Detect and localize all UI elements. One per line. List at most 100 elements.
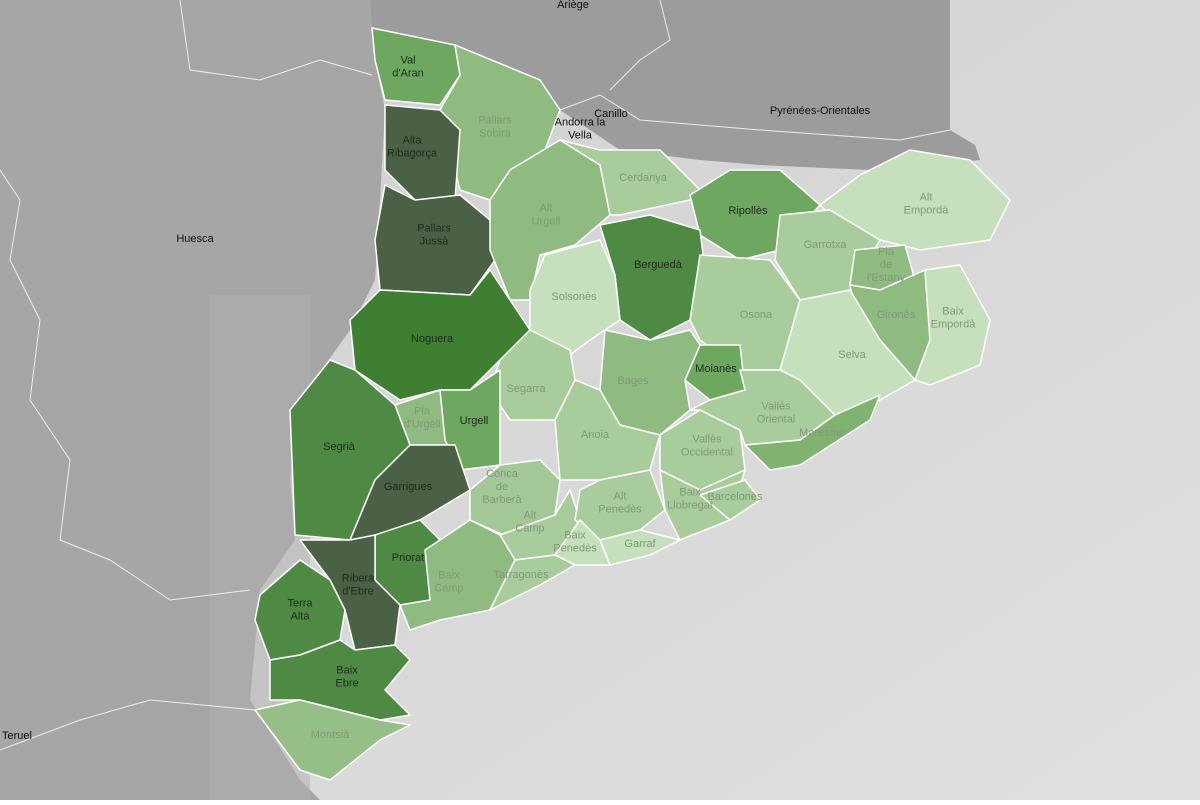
region xyxy=(744,394,881,471)
region-label-line: Barcelonès xyxy=(707,491,763,503)
region-label-line: Llobregat xyxy=(667,500,713,512)
place-label: Pyrénées-Orientales xyxy=(770,105,871,117)
region-label-line: Bages xyxy=(617,375,649,387)
region-label-line: Sobirà xyxy=(479,128,512,140)
place-label-line: Ariège xyxy=(557,0,589,11)
region xyxy=(689,369,836,446)
region-label-line: Ripollès xyxy=(728,205,768,217)
region-label-line: Camp xyxy=(434,583,463,595)
region-label: Montsià xyxy=(311,729,350,741)
spain xyxy=(0,0,385,800)
region-label: Vallès Occidental xyxy=(681,434,733,459)
place-label: Teruel xyxy=(2,730,32,742)
region-label-line: Ribagorça xyxy=(387,148,438,160)
region-label: Pla de l'Estany xyxy=(867,246,906,284)
region-label: Segarra xyxy=(506,383,546,395)
region-label-line: Vallès xyxy=(692,434,722,446)
region-label-line: Baix xyxy=(564,530,586,542)
region-label: Priorat xyxy=(392,552,424,564)
region-label-line: Montsià xyxy=(311,729,350,741)
region-label: Cerdanya xyxy=(619,172,668,184)
region-label-line: Selva xyxy=(838,349,866,361)
place-label: Huesca xyxy=(176,233,214,245)
region-label-line: Berguedà xyxy=(634,259,683,271)
region-label-line: Camp xyxy=(515,523,544,535)
region xyxy=(269,639,411,721)
region-label: Gironès xyxy=(877,309,916,321)
place-label-line: Teruel xyxy=(2,730,32,742)
region-label: Osona xyxy=(740,309,773,321)
region-label: Baix Empordà xyxy=(931,306,977,331)
region-label: Berguedà xyxy=(634,259,683,271)
region-label-line: Maresme xyxy=(799,427,845,439)
region-label: Baix Camp xyxy=(434,570,463,595)
region-label: Conca de Barberà xyxy=(482,468,522,506)
region-label: Vallès Oriental xyxy=(757,401,796,426)
border xyxy=(609,0,671,91)
region-label-line: Alt xyxy=(920,192,933,204)
region-label-line: Empordà xyxy=(904,205,950,217)
region-label-line: Alt xyxy=(540,203,553,215)
region-label-line: Solsonès xyxy=(551,291,597,303)
region-label-line: Urgell xyxy=(460,415,489,427)
region-label-line: Alt xyxy=(524,510,537,522)
region-label: Bages xyxy=(617,375,649,387)
place-label-line: Pyrénées-Orientales xyxy=(770,105,871,117)
region-label: Baix Llobregat xyxy=(667,487,713,512)
region-label: Alt Empordà xyxy=(904,192,950,217)
region-label-line: Pla xyxy=(878,246,895,258)
region-label-line: de xyxy=(496,481,508,493)
region-label-line: Penedès xyxy=(553,543,597,555)
region xyxy=(489,554,576,611)
region-label-line: d'Aran xyxy=(392,68,423,80)
region-label-line: Baix xyxy=(679,487,701,499)
region-label-line: Garrigues xyxy=(384,481,433,493)
region-label-line: Val xyxy=(400,55,415,67)
region-label-line: Alt xyxy=(614,491,627,503)
place-label-line: Vella xyxy=(568,130,593,142)
region-label-line: Jussà xyxy=(420,236,450,248)
region xyxy=(254,699,411,781)
region-label: Alt Urgell xyxy=(532,203,561,228)
region-label: Barcelonès xyxy=(707,491,763,503)
region-label: Moianès xyxy=(695,363,737,375)
region-label-line: Gironès xyxy=(877,309,916,321)
region-label: Alta Ribagorça xyxy=(387,135,438,160)
region-label-line: Urgell xyxy=(532,216,561,228)
region-label-line: Baix xyxy=(336,665,358,677)
region-label-line: Oriental xyxy=(757,414,796,426)
region-label-line: Osona xyxy=(740,309,773,321)
region-label: Urgell xyxy=(460,415,489,427)
region-label-line: de xyxy=(880,259,892,271)
regions xyxy=(254,27,1011,781)
region-label-line: Anoia xyxy=(581,429,610,441)
region-label-line: Garrotxa xyxy=(804,239,848,251)
region xyxy=(399,519,516,631)
region-label: Segrià xyxy=(323,441,356,453)
border xyxy=(559,94,951,141)
border xyxy=(0,699,256,751)
place-label: Ariège xyxy=(557,0,589,11)
region-label: Baix Ebre xyxy=(335,665,358,690)
region-label: Anoia xyxy=(581,429,610,441)
region xyxy=(699,479,761,521)
region-label-line: Alta xyxy=(403,135,423,147)
region-label-line: Priorat xyxy=(392,552,424,564)
region-label-line: Baix xyxy=(438,570,460,582)
place-label: Canillo xyxy=(594,108,628,120)
place-label: Andorra la Vella xyxy=(555,117,607,142)
region-label-line: Segrià xyxy=(323,441,356,453)
region-label-line: Barberà xyxy=(482,494,522,506)
place-label-line: Andorra la xyxy=(555,117,607,129)
region-label: Baix Penedès xyxy=(553,530,597,555)
region xyxy=(599,529,681,566)
region-label: Noguera xyxy=(411,333,454,345)
place-label-line: Canillo xyxy=(594,108,628,120)
region-label-line: Garraf xyxy=(624,538,656,550)
region-label: Solsonès xyxy=(551,291,597,303)
region-label: Selva xyxy=(838,349,866,361)
region xyxy=(914,264,991,386)
region-label: Pallars Sobirà xyxy=(478,115,512,140)
region-label: Ribera d'Ebre xyxy=(342,573,375,598)
region-label: Garraf xyxy=(624,538,656,550)
